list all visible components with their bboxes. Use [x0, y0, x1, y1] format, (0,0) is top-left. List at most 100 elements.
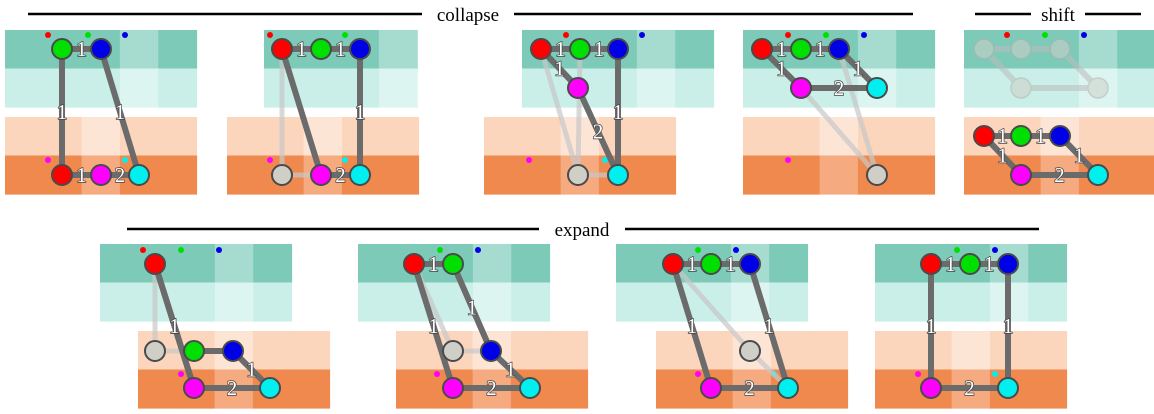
grid-cell [119, 68, 159, 108]
grid-cell [875, 331, 914, 371]
ghost-node [567, 164, 589, 186]
green-node [51, 38, 73, 60]
grid-cell [964, 68, 1003, 108]
red-node [920, 253, 942, 275]
grid-cell [656, 331, 695, 371]
edge-weight-label: 1 [76, 37, 87, 61]
blue-node [1049, 125, 1071, 147]
cyan-node [349, 164, 371, 186]
edge-weight-label: 1 [57, 100, 68, 124]
edge-weight-label: 1 [246, 358, 257, 382]
edge-weight-label: 1 [926, 314, 937, 338]
blue-node [828, 38, 850, 60]
transition-trace [575, 46, 583, 178]
grid-cell [819, 155, 859, 195]
ghost-node [739, 340, 761, 362]
green-node [700, 253, 722, 275]
edge-weight-label: 1 [76, 163, 87, 187]
blue-marker-dot [1081, 32, 1087, 38]
transition-trace [670, 261, 753, 354]
green-node [569, 38, 591, 60]
red-node [51, 164, 73, 186]
grid-cell [5, 155, 44, 195]
edge-weight-label: 1 [115, 100, 126, 124]
grid-cell [549, 369, 589, 409]
cyan-marker-dot [602, 157, 608, 163]
magenta-marker-dot [695, 371, 701, 377]
blue-marker-dot [861, 32, 867, 38]
blue-node [607, 38, 629, 60]
magenta-marker-dot [785, 157, 791, 163]
grid-cell [616, 282, 655, 322]
red-marker-dot [267, 32, 273, 38]
edge-weight-label: 2 [227, 376, 238, 400]
grid-cell [637, 117, 677, 157]
edge-weight-label: 1 [335, 37, 346, 61]
grid-cell [253, 244, 293, 284]
grid-cell [1028, 282, 1068, 322]
edge-weight-label: 1 [997, 124, 1008, 148]
transition-trace [538, 46, 581, 178]
blue-marker-dot [992, 247, 998, 253]
grid-cell [380, 117, 420, 157]
graph-c2: 1 1 1 2 [271, 36, 371, 188]
edge-weight-label: 1 [169, 314, 180, 338]
grid-cell [809, 369, 849, 409]
graph-edge [152, 261, 197, 391]
grid-cell [769, 244, 809, 284]
edge-weight-label: 1 [776, 57, 787, 81]
teal-grid [5, 30, 198, 108]
edge-weight-label: 1 [296, 37, 307, 61]
graph-e4: 1 1 1 2 1 [920, 251, 1019, 401]
ghost-node [144, 340, 166, 362]
graph-edge [670, 261, 714, 391]
edge-weight-label: 1 [687, 252, 698, 276]
cyan-node [997, 377, 1019, 399]
blue-marker-dot [733, 247, 739, 253]
edge-weight-label: 2 [335, 163, 346, 187]
edge-weight-label: 1 [997, 144, 1008, 168]
edge-weight-label: 1 [555, 37, 566, 61]
graph-edge [450, 261, 494, 354]
cyan-node [866, 77, 888, 99]
edge-weight-label: 1 [355, 100, 366, 124]
grid-cell [896, 30, 936, 70]
ghost-node [1049, 38, 1071, 60]
transition-trace [798, 85, 880, 178]
heatmap-grids [5, 30, 1154, 409]
magenta-marker-dot [915, 371, 921, 377]
grid-cell [692, 282, 732, 322]
grid-cell [875, 369, 914, 409]
magenta-node [567, 77, 589, 99]
blue-marker-dot [475, 247, 481, 253]
grid-cell [675, 68, 715, 108]
grid-cell [5, 68, 44, 108]
green-node [1010, 125, 1032, 147]
grid-cell [1028, 369, 1068, 409]
graph-edge [747, 261, 791, 391]
green-node [790, 38, 812, 60]
red-node [271, 38, 293, 60]
edge-weight-label: 1 [594, 37, 605, 61]
grid-cell [743, 117, 782, 157]
cyan-marker-dot [122, 157, 128, 163]
graph-edge [411, 261, 456, 391]
edge-weight-label: 1 [467, 296, 478, 320]
ghost-node [442, 340, 464, 362]
grid-cell [265, 117, 305, 157]
ghost-node [271, 164, 293, 186]
edge-weight-label: 1 [853, 57, 864, 81]
grid-cell [510, 331, 550, 371]
grid-cell [378, 68, 418, 108]
ghost-node [973, 38, 995, 60]
green-marker-dot [85, 32, 91, 38]
grid-cell [472, 282, 512, 322]
grid-cell [5, 30, 44, 70]
red-marker-dot [140, 247, 146, 253]
grid-cell [158, 117, 198, 157]
blue-node [997, 253, 1019, 275]
